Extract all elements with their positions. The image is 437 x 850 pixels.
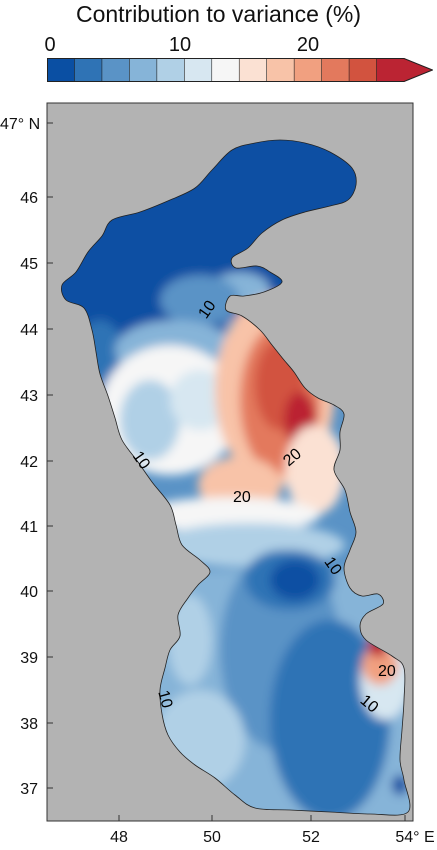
- lon-label-52: 52: [302, 829, 320, 846]
- lat-label-37: 37: [20, 781, 38, 798]
- colorbar-segment: [211, 58, 240, 82]
- colorbar-extend-arrow: [376, 58, 433, 82]
- lat-label-47: 47° N: [0, 116, 41, 133]
- colorbar-segment: [47, 58, 75, 82]
- variance-field-patch: [120, 380, 180, 460]
- contour-label-20-central: 20: [233, 489, 251, 506]
- colorbar-segment: [129, 58, 158, 82]
- variance-field-patch: [160, 275, 240, 325]
- contour-label-20-southeast: 20: [378, 663, 396, 680]
- colorbar: [47, 58, 433, 82]
- colorbar-segment: [156, 58, 185, 82]
- colorbar-segment: [184, 58, 213, 82]
- colorbar-segment: [266, 58, 295, 82]
- variance-field-patch: [285, 425, 345, 515]
- lat-label-45: 45: [20, 256, 38, 273]
- lat-label-43: 43: [20, 388, 38, 405]
- colorbar-segment: [294, 58, 323, 82]
- lat-label-41: 41: [20, 519, 38, 536]
- colorbar-segment: [74, 58, 103, 82]
- variance-field: [61, 140, 410, 816]
- colorbar-tick-0: 0: [44, 34, 56, 56]
- contour-label-10-southwest: 10: [154, 688, 175, 710]
- map-frame: [46, 102, 414, 822]
- lon-label-54: 54° E: [395, 829, 435, 846]
- colorbar-outline: [47, 58, 433, 82]
- lon-label-50: 50: [203, 829, 221, 846]
- lon-label-48: 48: [110, 829, 128, 846]
- colorbar-segment: [349, 58, 378, 82]
- coastline: [60, 139, 411, 816]
- colorbar-tick-10: 10: [168, 34, 192, 56]
- variance-field-patch: [168, 595, 212, 685]
- colorbar-tick-20: 20: [296, 34, 320, 56]
- lat-label-46: 46: [20, 190, 38, 207]
- lat-label-38: 38: [20, 716, 38, 733]
- axis-ticks: [47, 122, 406, 821]
- lat-label-40: 40: [20, 584, 38, 601]
- lat-label-39: 39: [20, 650, 38, 667]
- variance-field-patch: [170, 370, 230, 430]
- variance-field-patch: [362, 645, 398, 685]
- colorbar-segment: [321, 58, 350, 82]
- colorbar-title: Contribution to variance (%): [75, 1, 362, 27]
- colorbar-segment: [239, 58, 268, 82]
- variance-field-patch: [270, 560, 320, 600]
- variance-field-patch: [270, 620, 390, 816]
- lat-label-44: 44: [20, 322, 38, 339]
- lat-label-42: 42: [20, 454, 38, 471]
- colorbar-segment: [101, 58, 130, 82]
